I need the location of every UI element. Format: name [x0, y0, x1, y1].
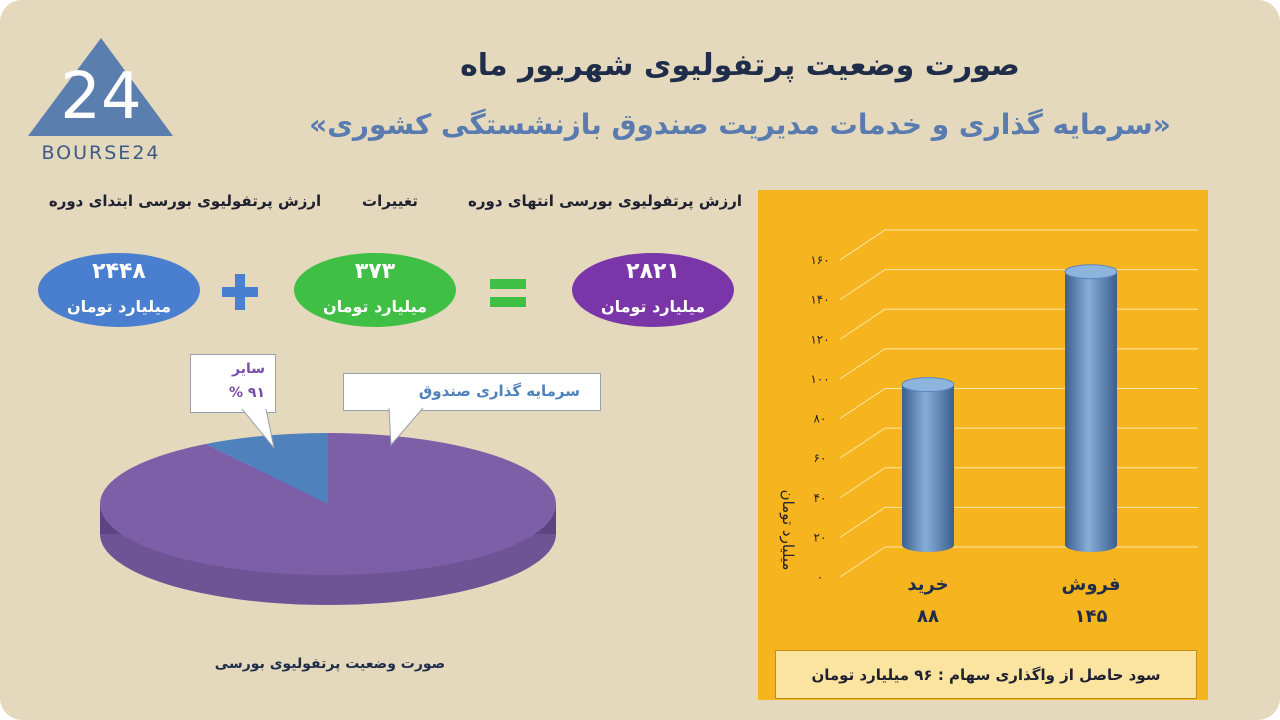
y-tick-label: ۱۶۰ [810, 253, 829, 267]
bar-1 [1065, 271, 1117, 552]
fund-slice-label: سرمایه گذاری صندوق [418, 382, 580, 400]
grid-line [839, 427, 1198, 459]
y-tick-label: ۰ [817, 570, 823, 584]
end-value-header: ارزش پرتفولیوی بورسی انتهای دوره [468, 192, 742, 210]
grid-line [839, 506, 1198, 538]
y-tick-label: ۲۰ [814, 530, 827, 544]
other-slice-callout: سایر ۹۱ % [190, 354, 276, 413]
end-value-oval: ۲۸۲۱ میلیارد تومان [572, 253, 734, 327]
change-value-oval: ۳۷۳ میلیارد تومان [294, 253, 456, 327]
end-value-unit: میلیارد تومان [600, 297, 706, 316]
grid-line [839, 388, 1198, 419]
start-value-unit: میلیارد تومان [66, 297, 172, 316]
y-axis-label: میلیارد تومان [779, 490, 797, 571]
grid-line [839, 229, 1198, 261]
y-tick-label: ۱۴۰ [810, 293, 829, 307]
profit-summary-box: سود حاصل از واگذاری سهام : ۹۶ میلیارد تو… [775, 650, 1197, 699]
grid-line [839, 308, 1198, 340]
bar-chart-panel: ۰ ۲۰ ۴۰ ۶۰ ۸۰ ۱۰۰ ۱۲۰ ۱۴۰ ۱۶۰ خرید ۸۸ فروش ۱۴۵ میلی… [758, 190, 1208, 700]
y-tick-label: ۸۰ [814, 412, 827, 426]
other-callout-pointer [230, 408, 280, 450]
start-value-header: ارزش پرتفولیوی بورسی ابتدای دوره [48, 192, 322, 210]
logo-mark: 24 [60, 60, 141, 134]
start-value: ۲۴۴۸ [92, 259, 146, 284]
grid-line [839, 467, 1198, 499]
y-tick-label: ۱۲۰ [810, 332, 829, 346]
pie-chart [95, 430, 565, 640]
equals-sign [488, 277, 528, 309]
end-value: ۲۸۲۱ [626, 259, 680, 284]
other-slice-label: سایر [232, 361, 265, 377]
y-tick-label: ۴۰ [814, 491, 827, 505]
change-header: تغییرات [362, 192, 418, 210]
pie-caption: صورت وضعیت پرتفولیوی بورسی [214, 656, 446, 672]
fund-slice-callout: سرمایه گذاری صندوق [343, 373, 601, 411]
profit-summary-text: سود حاصل از واگذاری سهام : ۹۶ میلیارد تو… [811, 665, 1161, 684]
bourse24-logo: 24 BOURSE24 [28, 38, 174, 164]
y-tick-label: ۱۰۰ [810, 372, 829, 386]
start-value-oval: ۲۴۴۸ میلیارد تومان [38, 253, 200, 327]
data-label: ۱۴۵ [1075, 606, 1108, 627]
change-value: ۳۷۳ [354, 259, 396, 284]
pie-slice-1 [205, 433, 328, 504]
grid-line [839, 269, 1198, 301]
grid-line [839, 546, 1198, 578]
logo-text: BOURSE24 [41, 142, 160, 162]
other-slice-value: ۹۱ % [229, 385, 265, 401]
category-label: خرید [907, 574, 948, 595]
page-subtitle: «سرمایه گذاری و خدمات مدیریت صندوق بازنش… [309, 108, 1171, 141]
change-value-unit: میلیارد تومان [322, 297, 428, 316]
bar-0 [902, 384, 954, 552]
y-tick-label: ۶۰ [814, 451, 827, 465]
bar-top-0 [901, 377, 955, 393]
bar-top-1 [1064, 264, 1118, 280]
category-label: فروش [1061, 574, 1120, 595]
page-title: صورت وضعیت پرتفولیوی شهریور ماه [460, 48, 1020, 83]
data-label: ۸۸ [917, 606, 939, 627]
plus-sign [218, 270, 262, 314]
fund-callout-pointer [385, 407, 430, 447]
grid-line [839, 348, 1198, 380]
